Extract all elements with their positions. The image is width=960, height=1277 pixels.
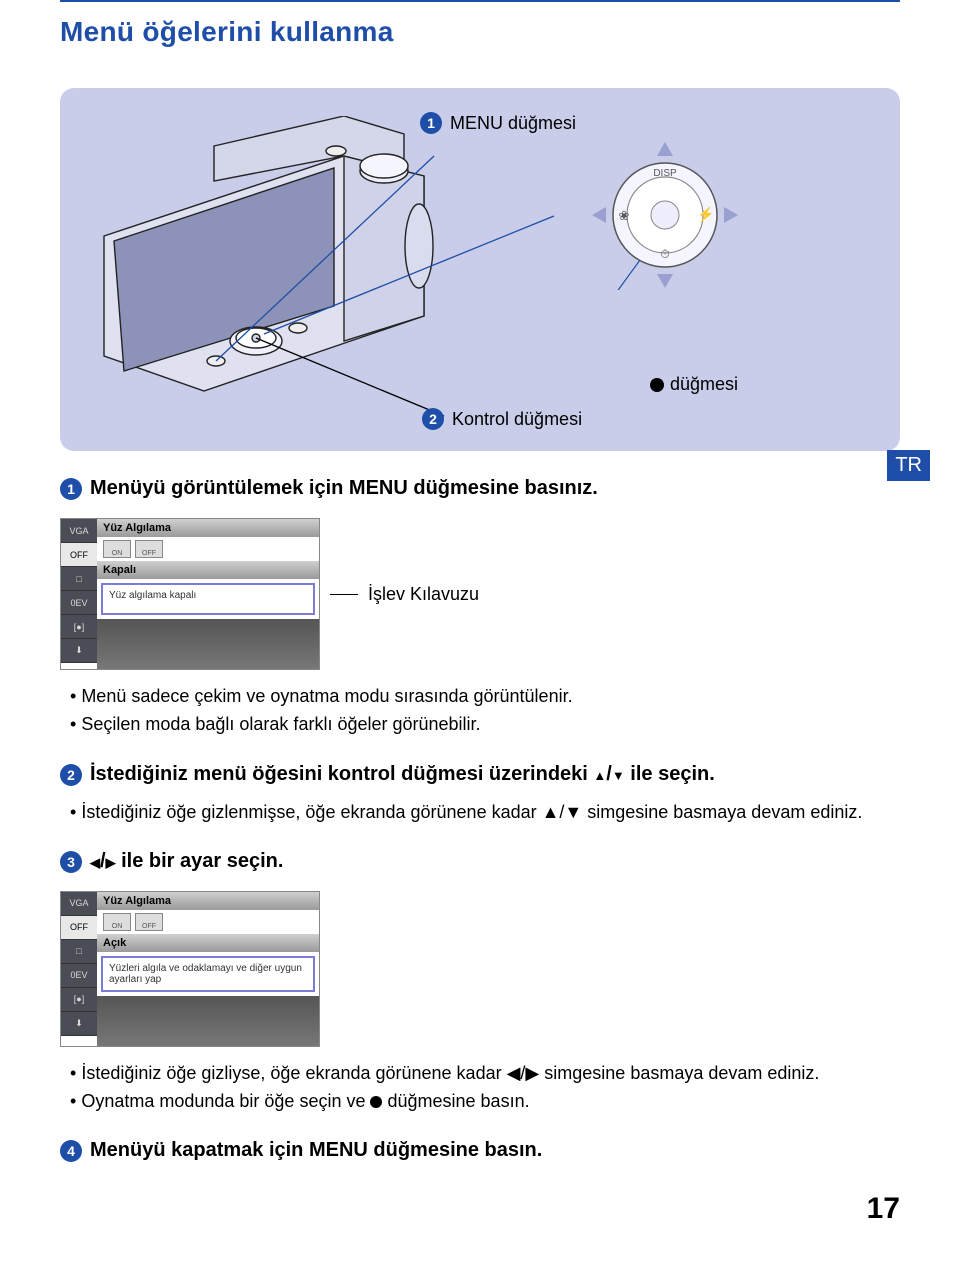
menu-thumbs: ON OFF [97, 910, 319, 934]
step-4-badge: 4 [60, 1140, 82, 1162]
arrow-up-icon [593, 763, 606, 785]
top-rule [60, 0, 900, 2]
note: Menü sadece çekim ve oynatma modu sırası… [70, 684, 900, 708]
left-item: ⬇ [61, 1012, 97, 1036]
callout-center-button: düğmesi [650, 374, 738, 395]
menu-header: Yüz Algılama [97, 892, 319, 910]
thumb-on: ON [103, 540, 131, 558]
left-item: 0EV [61, 591, 97, 615]
thumb-off: OFF [135, 913, 163, 931]
arrow-right-icon [106, 850, 116, 872]
left-item: VGA [61, 892, 97, 916]
note: İstediğiniz öğe gizlenmişse, öğe ekranda… [70, 800, 900, 824]
left-item: 0EV [61, 964, 97, 988]
step-3-post: ile bir ayar seçin. [116, 850, 284, 872]
svg-text:⚡: ⚡ [697, 206, 714, 223]
svg-text:❀: ❀ [619, 208, 630, 223]
menu-status: Açık [97, 934, 319, 952]
left-item: □ [61, 940, 97, 964]
left-item: VGA [61, 519, 97, 543]
menu-left-col: VGA OFF □ 0EV [●] ⬇ [61, 519, 97, 663]
note: Oynatma modunda bir öğe seçin ve düğmesi… [70, 1089, 900, 1113]
menu-hint: Yüzleri algıla ve odaklamayı ve diğer uy… [101, 956, 315, 992]
notes-2: İstediğiniz öğe gizlenmişse, öğe ekranda… [60, 800, 900, 824]
menu-right-panel: Yüz Algılama ON OFF Açık Yüzleri algıla … [97, 892, 319, 1046]
svg-text:⏱: ⏱ [660, 247, 669, 261]
language-tag: TR [887, 450, 930, 481]
left-item: OFF [61, 543, 97, 567]
menu-left-col: VGA OFF □ 0EV [●] ⬇ [61, 892, 97, 1036]
arrow-left-icon [90, 850, 100, 872]
step-1-text: Menüyü görüntülemek için MENU düğmesine … [90, 477, 598, 500]
left-item: [●] [61, 615, 97, 639]
menu-bg-strip [97, 996, 319, 1046]
menu-screenshot-1: VGA OFF □ 0EV [●] ⬇ Yüz Algılama ON OFF … [60, 518, 900, 670]
control-dial-illustration: DISP ⚡ ❀ ⏱ [590, 140, 740, 290]
center-dot-icon [650, 378, 664, 392]
callout-control-button: 2 Kontrol düğmesi [422, 408, 582, 430]
menu-bg-strip [97, 619, 319, 669]
step-1: 1 Menüyü görüntülemek için MENU düğmesin… [60, 477, 900, 500]
camera-illustration [84, 116, 604, 426]
hint-leader-line [330, 594, 358, 595]
step-2-badge: 2 [60, 764, 82, 786]
step-2-post: ile seçin. [625, 763, 715, 785]
step-2-pre: İstediğiniz menü öğesini kontrol düğmesi… [90, 763, 593, 785]
callout-menu-button: 1 MENU düğmesi [420, 112, 576, 134]
step-2: 2 İstediğiniz menü öğesini kontrol düğme… [60, 763, 900, 786]
menu-status: Kapalı [97, 561, 319, 579]
step-3: 3 / ile bir ayar seçin. [60, 850, 900, 873]
menu-hint: Yüz algılama kapalı [101, 583, 315, 615]
callout-2-label: Kontrol düğmesi [452, 409, 582, 430]
step-4-text: Menüyü kapatmak için MENU düğmesine bası… [90, 1139, 542, 1162]
hint-label: İşlev Kılavuzu [368, 584, 479, 605]
notes-1: Menü sadece çekim ve oynatma modu sırası… [60, 684, 900, 737]
left-item: ⬇ [61, 639, 97, 663]
note: Seçilen moda bağlı olarak farklı öğeler … [70, 712, 900, 736]
arrow-down-icon [612, 763, 625, 785]
step-1-badge: 1 [60, 478, 82, 500]
thumb-off: OFF [135, 540, 163, 558]
menu-screenshot-2: VGA OFF □ 0EV [●] ⬇ Yüz Algılama ON OFF … [60, 891, 900, 1047]
page-title: Menü öğelerini kullanma [60, 16, 900, 48]
badge-1-icon: 1 [420, 112, 442, 134]
notes-3: İstediğiniz öğe gizliyse, öğe ekranda gö… [60, 1061, 900, 1114]
callout-center-label: düğmesi [670, 374, 738, 395]
menu-right-panel: Yüz Algılama ON OFF Kapalı Yüz algılama … [97, 519, 319, 669]
left-item: □ [61, 567, 97, 591]
menu-header: Yüz Algılama [97, 519, 319, 537]
center-dot-icon [370, 1096, 382, 1108]
svg-text:DISP: DISP [653, 168, 677, 179]
left-item: OFF [61, 916, 97, 940]
menu-thumbs: ON OFF [97, 537, 319, 561]
callout-1-label: MENU düğmesi [450, 113, 576, 134]
page-number: 17 [60, 1192, 900, 1226]
menu-box-2: VGA OFF □ 0EV [●] ⬇ Yüz Algılama ON OFF … [60, 891, 320, 1047]
badge-2-icon: 2 [422, 408, 444, 430]
step-3-badge: 3 [60, 851, 82, 873]
note: İstediğiniz öğe gizliyse, öğe ekranda gö… [70, 1061, 900, 1085]
thumb-on: ON [103, 913, 131, 931]
step-4: 4 Menüyü kapatmak için MENU düğmesine ba… [60, 1139, 900, 1162]
left-item: [●] [61, 988, 97, 1012]
diagram-panel: 1 MENU düğmesi [60, 88, 900, 451]
menu-box-1: VGA OFF □ 0EV [●] ⬇ Yüz Algılama ON OFF … [60, 518, 320, 670]
